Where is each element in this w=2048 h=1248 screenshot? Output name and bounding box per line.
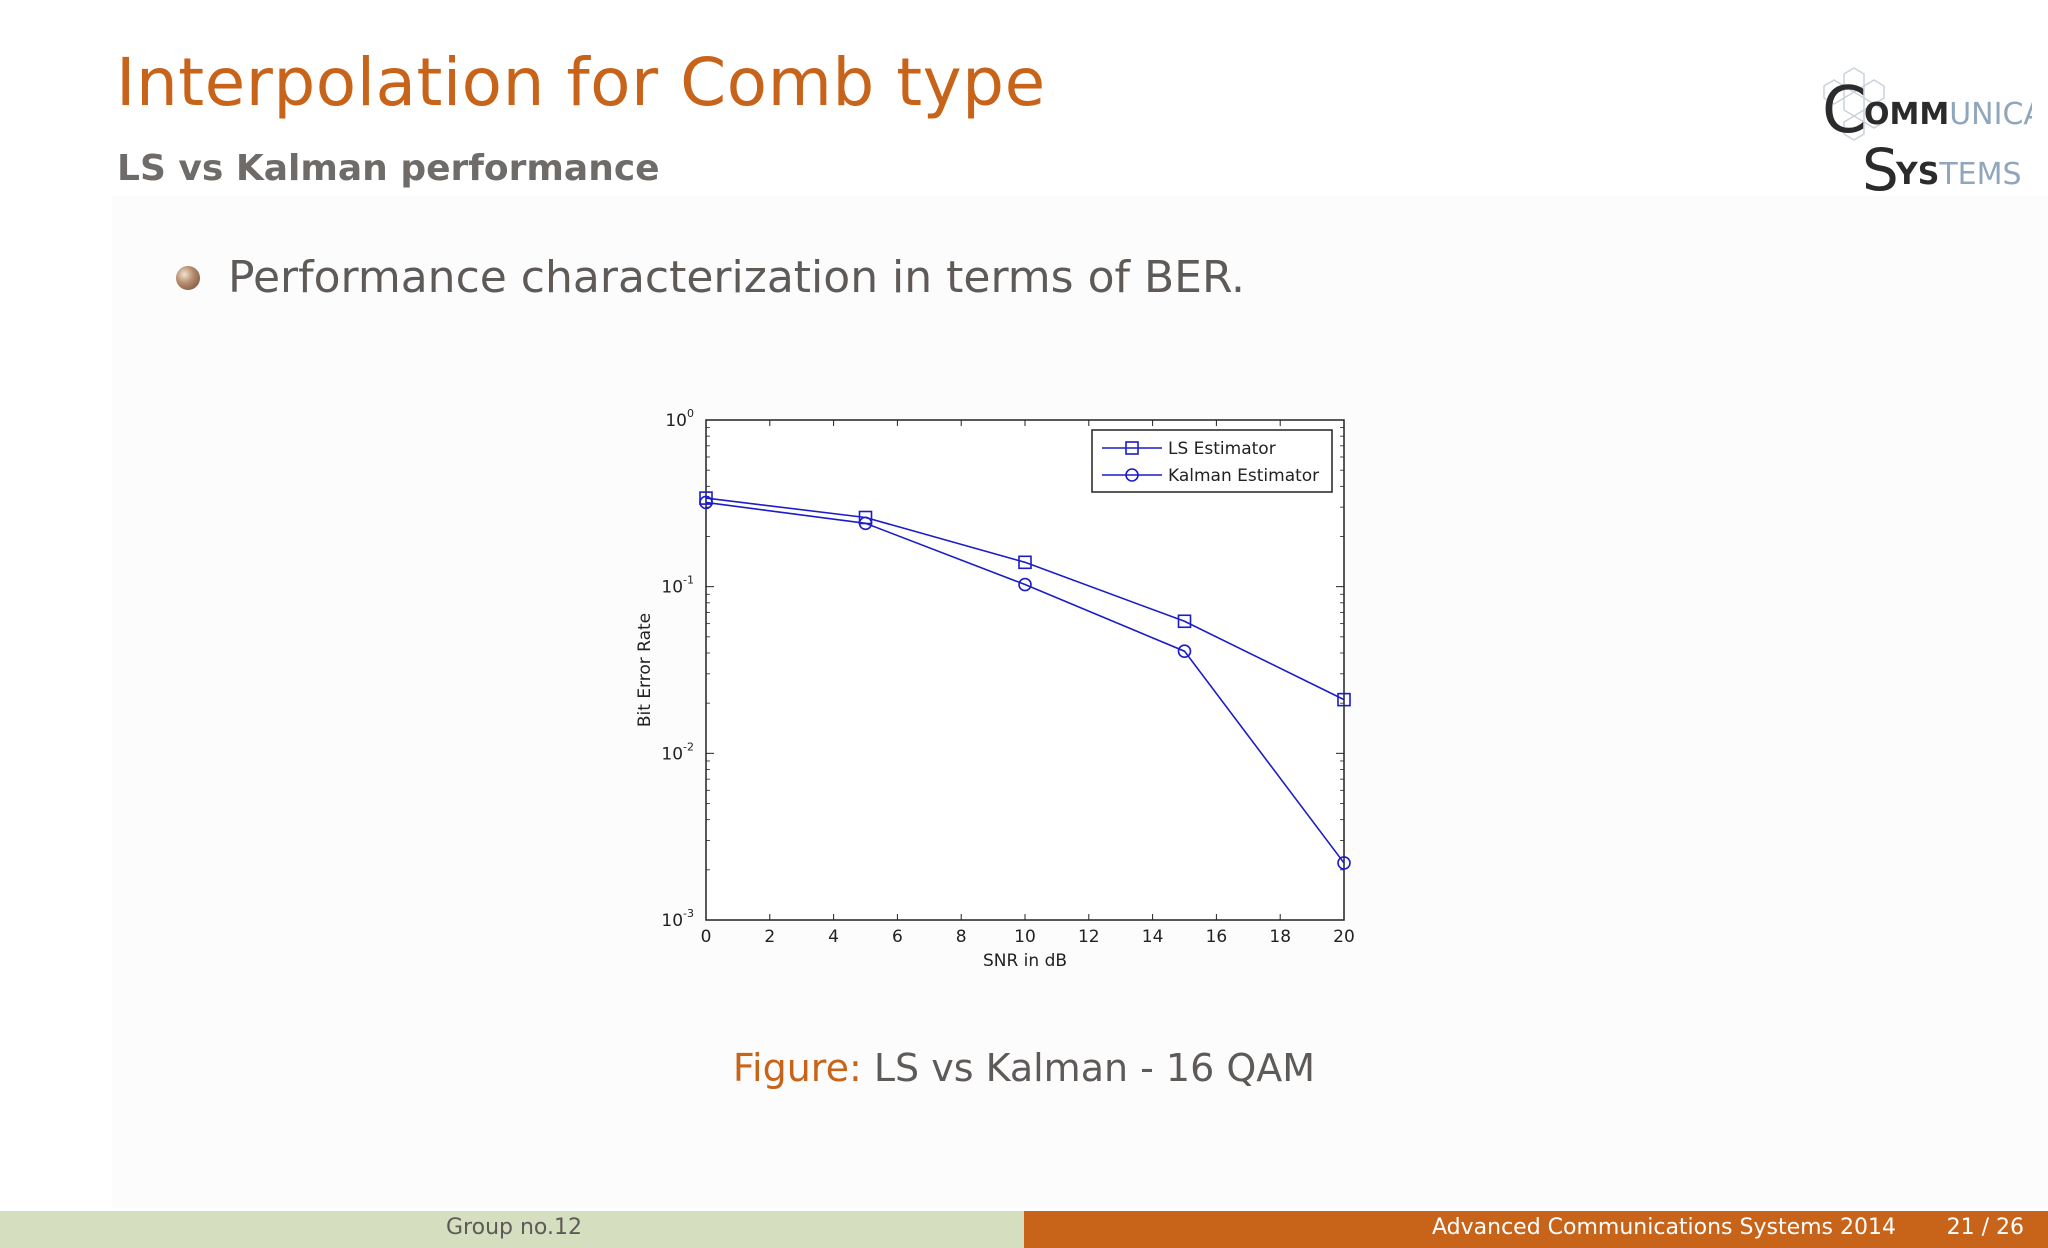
svg-text:OMMUNICATION: OMMUNICATION [1864,97,2032,132]
x-tick-label: 12 [1078,927,1100,947]
x-tick-label: 0 [701,927,712,947]
logo-s-letter: S [1862,136,1899,200]
hexagon-pattern-icon [1823,67,1885,141]
x-tick-label: 10 [1014,927,1036,947]
y-tick-label: 100 [665,407,694,431]
data-point-square [699,491,713,505]
x-tick-label: 18 [1269,927,1291,947]
logo-line2-bold: YS [1895,157,1939,192]
data-point-circle [1337,856,1351,870]
caption-text: LS vs Kalman - 16 QAM [873,1046,1316,1090]
x-tick-label: 16 [1206,927,1228,947]
logo-c-letter: C [1822,74,1867,148]
x-tick-label: 20 [1333,927,1355,947]
footer-page-number: 21 / 26 [1946,1215,2024,1240]
logo-line1-rest: UNICATION [1949,97,2032,132]
figure-caption: Figure: LS vs Kalman - 16 QAM [0,1046,2048,1090]
legend-marker-circle [1125,468,1139,482]
y-tick-label: 10-3 [661,907,694,931]
data-point-circle [699,495,713,510]
svg-text:YSTEMS: YSTEMS [1895,157,2022,192]
data-point-circle [1018,577,1032,592]
legend-marker-square [1125,441,1139,455]
plot-area [705,419,1345,921]
x-axis-label: SNR in dB [983,951,1067,971]
data-point-circle [858,516,873,531]
data-point-circle [1177,644,1192,659]
footer-left-bar [0,1211,1024,1248]
y-tick-label: 10-1 [661,574,694,598]
caption-label: Figure: [732,1046,862,1090]
x-tick-label: 8 [956,927,967,947]
bullet-item: Performance characterization in terms of… [176,252,1245,303]
x-tick-label: 14 [1142,927,1164,947]
data-point-square [1177,614,1192,629]
communication-systems-logo: C OMMUNICATION S YSTEMS [1822,67,2032,200]
slide-subtitle: LS vs Kalman performance [117,148,660,189]
x-tick-label: 2 [764,927,775,947]
bullet-text: Performance characterization in terms of… [228,252,1245,303]
legend-label: LS Estimator [1168,439,1276,459]
y-tick-label: 10-2 [661,740,694,764]
ber-chart: 0 2 4 6 8 10 12 14 16 18 20 100 10-1 10-2 10-3 SNR in d… [635,407,1355,971]
y-axis-label: Bit Error Rate [635,613,655,727]
series-line-0 [705,497,1345,701]
legend-label: Kalman Estimator [1168,466,1319,486]
logo-line2-rest: TEMS [1938,157,2021,192]
footer-conference: Advanced Communications Systems 2014 [1432,1215,1896,1240]
data-point-square [1018,555,1032,570]
logo-line1-bold: OMM [1864,97,1949,132]
data-point-square [1337,692,1351,707]
slide-title: Interpolation for Comb type [116,44,1046,121]
x-tick-label: 6 [892,927,903,947]
bullet-ball-icon [176,265,200,290]
footer-right-bar [1024,1211,2048,1248]
x-tick-label: 4 [828,927,839,947]
footer-group: Group no.12 [446,1215,582,1240]
series-line-1 [705,501,1345,864]
